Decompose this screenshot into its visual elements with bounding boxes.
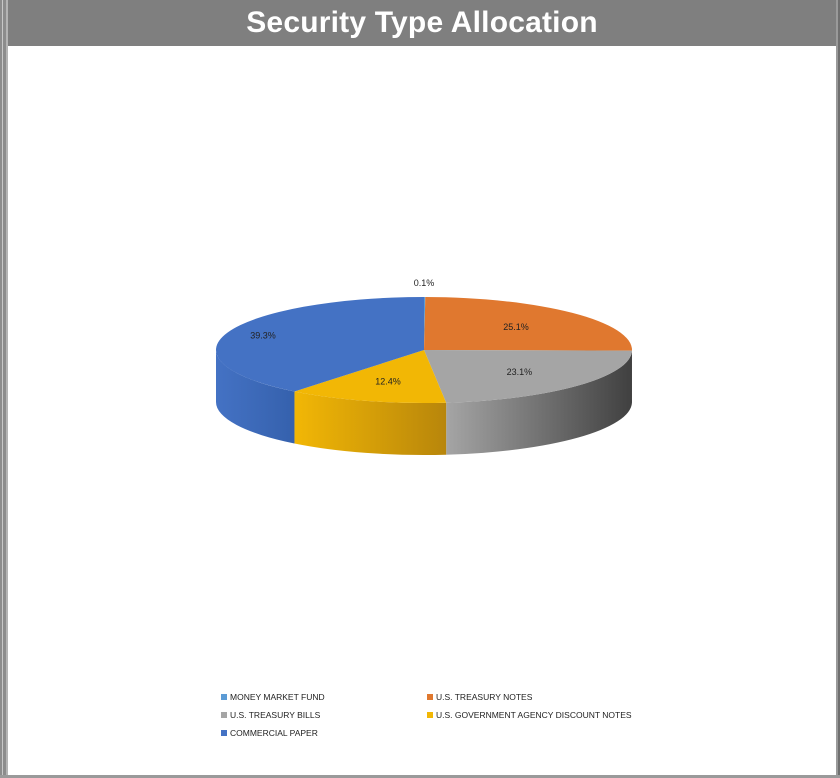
legend-item-money-market-fund[interactable]: MONEY MARKET FUND — [221, 692, 325, 702]
pie-slice-u-s-treasury-notes[interactable] — [424, 297, 632, 351]
frame-border-bottom — [0, 775, 840, 778]
chart-title: Security Type Allocation — [246, 6, 598, 39]
pie-slices — [216, 297, 632, 403]
pie-side-u-s-treasury-bills — [446, 350, 632, 455]
legend-label: U.S. GOVERNMENT AGENCY DISCOUNT NOTES — [436, 710, 632, 720]
legend-item-u-s-government-agency-discount-notes[interactable]: U.S. GOVERNMENT AGENCY DISCOUNT NOTES — [427, 710, 632, 720]
data-label-commercial-paper: 39.3% — [250, 331, 276, 341]
pie-slice-u-s-government-agency-discount-notes[interactable] — [294, 350, 447, 403]
pie-side-commercial-paper — [216, 350, 295, 444]
pie-slice-u-s-treasury-bills[interactable] — [424, 350, 632, 403]
frame-border-left — [0, 0, 8, 778]
legend-swatch — [427, 694, 433, 700]
legend-swatch — [221, 694, 227, 700]
data-label-u-s-treasury-notes: 25.1% — [503, 322, 529, 332]
pie-slice-commercial-paper[interactable] — [216, 297, 424, 392]
frame-border-right — [836, 0, 840, 778]
pie-slice-money-market-fund[interactable] — [424, 297, 426, 350]
legend-swatch — [221, 730, 227, 736]
pie-sides — [216, 350, 632, 455]
data-label-money-market-fund: 0.1% — [414, 278, 435, 288]
pie-data-labels: 0.1% 25.1% 23.1% 12.4% 39.3% — [250, 278, 532, 387]
legend-item-commercial-paper[interactable]: COMMERCIAL PAPER — [221, 728, 318, 738]
legend-label: U.S. TREASURY NOTES — [436, 692, 533, 702]
legend-label: U.S. TREASURY BILLS — [230, 710, 321, 720]
legend-item-u-s-treasury-bills[interactable]: U.S. TREASURY BILLS — [221, 710, 321, 720]
legend-item-u-s-treasury-notes[interactable]: U.S. TREASURY NOTES — [427, 692, 533, 702]
title-bar: Security Type Allocation — [8, 0, 836, 46]
legend-label: COMMERCIAL PAPER — [230, 728, 318, 738]
data-label-u-s-government-agency-discount-notes: 12.4% — [375, 377, 401, 387]
legend-swatch — [427, 712, 433, 718]
data-label-u-s-treasury-bills: 23.1% — [507, 367, 533, 377]
legend-label: MONEY MARKET FUND — [230, 692, 325, 702]
pie-side-u-s-government-agency-discount-notes — [294, 391, 447, 455]
legend-swatch — [221, 712, 227, 718]
chart-legend: MONEY MARKET FUND U.S. TREASURY NOTES U.S.… — [221, 692, 632, 738]
